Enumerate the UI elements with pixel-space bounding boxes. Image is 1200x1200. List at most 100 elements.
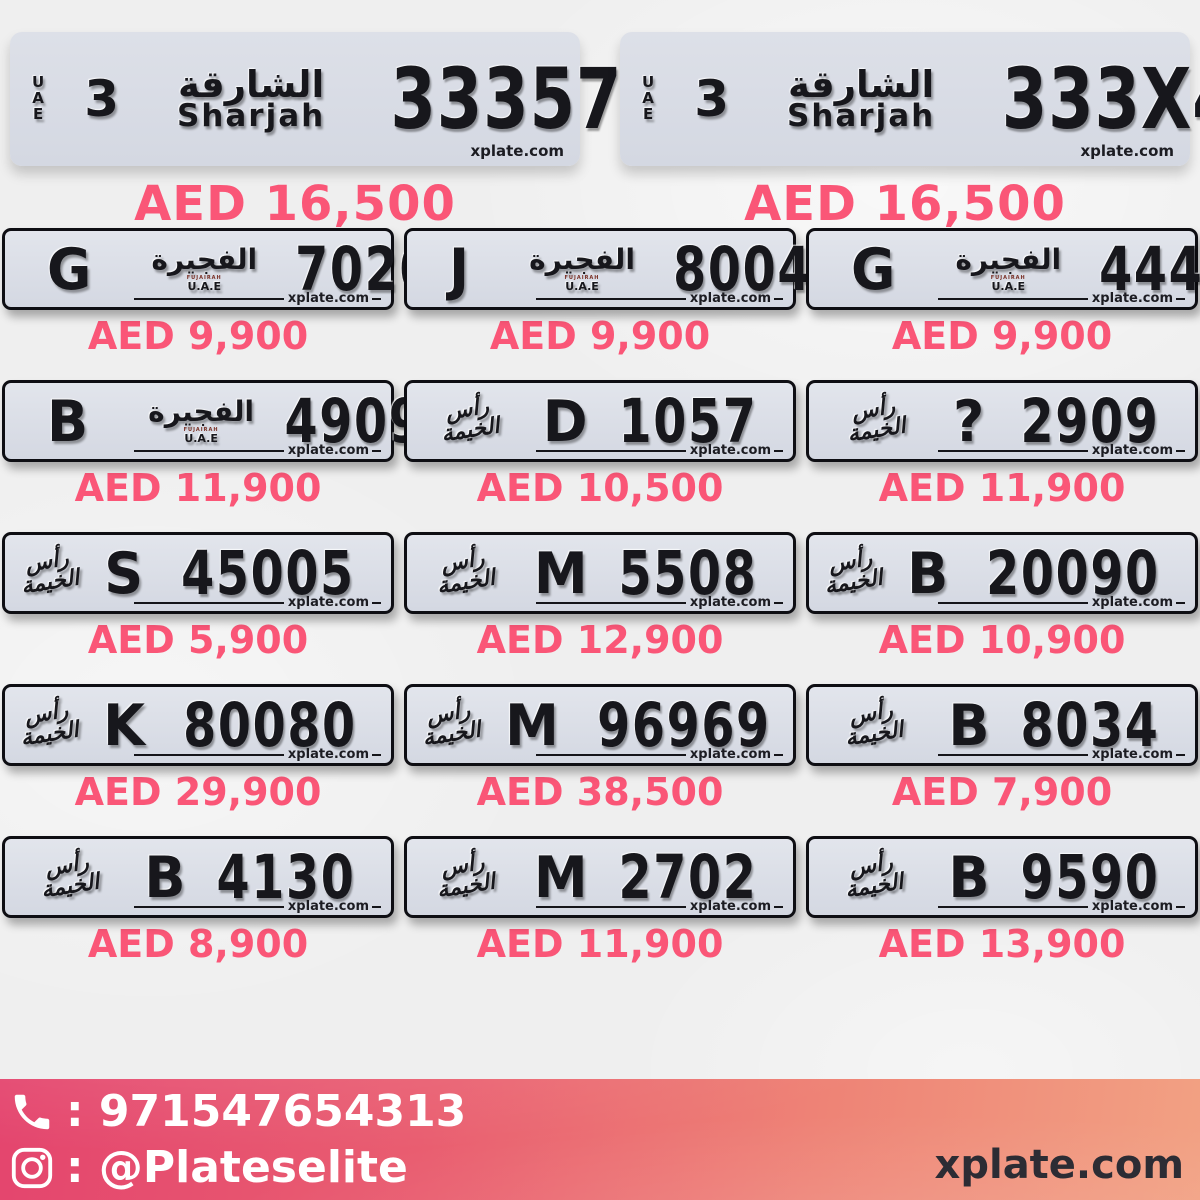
fujairah-emblem: الفجيرة FUJAIRAH U.A.E [529,243,635,293]
xplate-watermark: xplate.com [1080,142,1174,160]
fujairah-emblem: الفجيرة FUJAIRAH U.A.E [151,243,258,293]
xplate-watermark: xplate.com [536,443,783,458]
rak-emblem: رأس الخيمة [845,393,908,448]
rak-emblem: رأس الخيمة [439,393,502,448]
license-plate-rak: رأس الخيمة K 80080 xplate.com [2,684,394,766]
emirate-name-block: الشارقة Sharjah [177,66,325,132]
plate-listing: رأس الخيمة S 45005 xplate.com AED 5,900 [2,532,394,684]
fujairah-emblem: الفجيرة FUJAIRAH U.A.E [955,243,1062,293]
phone-number: : 971547654313 [66,1086,467,1137]
plate-number: 333X4 [1001,50,1200,148]
fujairah-arabic: الفجيرة [151,243,258,276]
price-label: AED 8,900 [87,922,309,966]
fujairah-arabic: الفجيرة [148,395,254,428]
price-label: AED 38,500 [476,770,724,814]
xplate-watermark: xplate.com [536,747,783,762]
emirate-name-english: Sharjah [786,98,936,134]
xplate-watermark: xplate.com [938,899,1185,914]
price-label: AED 5,900 [87,618,309,662]
plate-listing: رأس الخيمة ? 2909 xplate.com AED 11,900 [806,380,1198,532]
plate-listing: رأس الخيمة B 8034 xplate.com AED 7,900 [806,684,1198,836]
plate-listing-featured: U A E 3 الشارقة Sharjah 33357 xplate.com… [10,32,622,232]
uae-letter: E [32,104,44,123]
emirate-name-arabic: الشارقة [178,63,325,106]
price-label: AED 16,500 [744,176,1066,232]
xplate-watermark: xplate.com [938,443,1185,458]
plate-category: 3 [694,70,729,128]
plate-listing-featured: U A E 3 الشارقة Sharjah 333X4 xplate.com… [620,32,1200,232]
price-label: AED 7,900 [891,770,1113,814]
price-label: AED 9,900 [891,314,1113,358]
plate-listing: رأس الخيمة K 80080 xplate.com AED 29,900 [2,684,394,836]
xplate-watermark: xplate.com [134,291,381,306]
instagram-icon [8,1144,56,1192]
emirate-name-arabic: الشارقة [788,63,935,106]
plate-listing: G الفجيرة FUJAIRAH U.A.E 70200 xplate.co… [2,228,467,380]
plates-grid: G الفجيرة FUJAIRAH U.A.E 70200 xplate.co… [0,228,1200,988]
price-label: AED 16,500 [134,176,456,232]
plate-listing: رأس الخيمة M 96969 xplate.com AED 38,500 [404,684,796,836]
price-label: AED 12,900 [476,618,724,662]
plate-listing: G الفجيرة FUJAIRAH U.A.E 44420 xplate.co… [806,228,1200,380]
uae-label: U.A.E [184,432,218,445]
fujairah-label: FUJAIRAH [186,275,222,281]
xplate-watermark: xplate.com [938,595,1185,610]
price-label: AED 29,900 [74,770,322,814]
plate-listing: رأس الخيمة M 5508 xplate.com AED 12,900 [404,532,796,684]
license-plate-rak: رأس الخيمة ? 2909 xplate.com [806,380,1198,462]
xplate-watermark: xplate.com [470,142,564,160]
uae-letter: A [32,89,44,108]
price-label: AED 10,500 [476,466,724,510]
fujairah-arabic: الفجيرة [529,243,635,276]
fujairah-label: FUJAIRAH [990,275,1026,281]
license-plate-rak: رأس الخيمة B 4130 xplate.com [2,836,394,918]
plate-number: 33357 [390,50,623,148]
price-label: AED 11,900 [878,466,1126,510]
xplate-watermark: xplate.com [536,291,783,306]
license-plate-rak: رأس الخيمة B 20090 xplate.com [806,532,1198,614]
license-plate-fujairah: G الفجيرة FUJAIRAH U.A.E 44420 xplate.co… [806,228,1200,310]
contact-footer: : 971547654313 : @Plateselite xplate.com [0,1079,1200,1200]
rak-emblem: رأس الخيمة [843,849,905,904]
rak-emblem: رأس الخيمة [420,697,483,752]
uae-label: U.A.E [565,280,599,293]
plate-listing: رأس الخيمة M 2702 xplate.com AED 11,900 [404,836,796,988]
xplate-watermark: xplate.com [134,899,381,914]
plate-listing: رأس الخيمة B 9590 xplate.com AED 13,900 [806,836,1198,988]
uae-country-code: U A E [642,75,654,122]
price-label: AED 11,900 [74,466,322,510]
license-plate-rak: رأس الخيمة M 96969 xplate.com [404,684,796,766]
uae-letter: A [642,89,654,108]
fujairah-arabic: الفجيرة [955,243,1062,276]
rak-emblem: رأس الخيمة [19,545,81,600]
xplate-watermark: xplate.com [938,747,1185,762]
price-label: AED 13,900 [878,922,1126,966]
uae-label: U.A.E [187,280,221,293]
xplate-watermark: xplate.com [134,747,381,762]
uae-country-code: U A E [32,75,44,122]
plate-listing: رأس الخيمة B 4130 xplate.com AED 8,900 [2,836,394,988]
license-plate-sharjah: U A E 3 الشارقة Sharjah 333X4 xplate.com [620,32,1200,166]
xplate-watermark: xplate.com [536,899,783,914]
emirate-name-english: Sharjah [176,98,326,134]
plate-letter: G [47,235,92,303]
price-label: AED 10,900 [878,618,1126,662]
rak-emblem: رأس الخيمة [822,545,885,600]
uae-letter: E [642,104,654,123]
license-plate-fujairah: J الفجيرة FUJAIRAH U.A.E 80040 xplate.co… [404,228,845,310]
license-plate-sharjah: U A E 3 الشارقة Sharjah 33357 xplate.com [10,32,622,166]
license-plate-fujairah: B الفجيرة FUJAIRAH U.A.E 4909 xplate.com [2,380,422,462]
instagram-handle: : @Plateselite [66,1142,408,1193]
instagram-contact: : @Plateselite [8,1144,408,1192]
xplate-watermark: xplate.com [938,291,1185,306]
plate-listing: B الفجيرة FUJAIRAH U.A.E 4909 xplate.com… [2,380,422,532]
rak-emblem: رأس الخيمة [435,849,497,904]
phone-contact: : 971547654313 [8,1088,466,1136]
license-plate-rak: رأس الخيمة M 5508 xplate.com [404,532,796,614]
uae-letter: U [642,73,655,92]
plate-letter: J [449,235,470,303]
license-plate-rak: رأس الخيمة S 45005 xplate.com [2,532,394,614]
featured-plates-section: U A E 3 الشارقة Sharjah 33357 xplate.com… [0,32,1200,232]
plate-listing: رأس الخيمة D 1057 xplate.com AED 10,500 [404,380,796,532]
